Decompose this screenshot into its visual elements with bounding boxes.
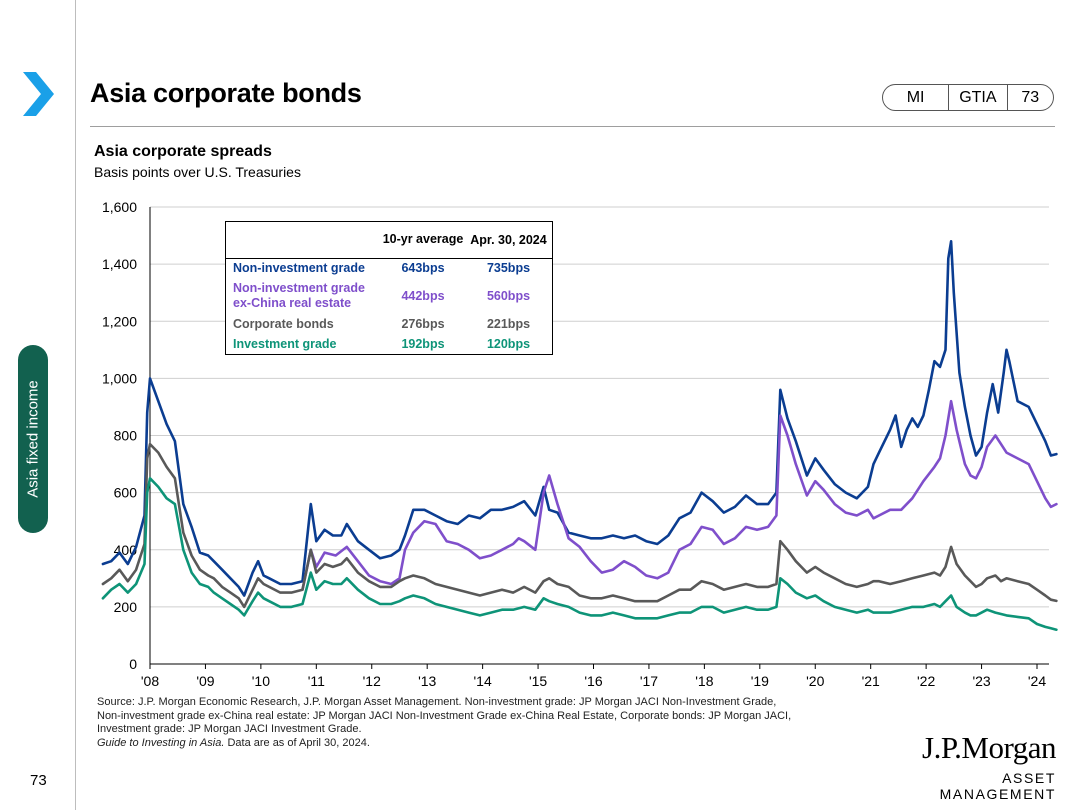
source-note: Source: J.P. Morgan Economic Research, J… — [97, 696, 897, 750]
y-tick-label: 1,400 — [102, 256, 137, 272]
left-divider — [75, 0, 76, 810]
nav-pill-mi[interactable]: MI — [883, 85, 950, 110]
y-tick-label: 600 — [114, 485, 138, 501]
legend-table: 10-yr average Apr. 30, 2024 Non-investme… — [225, 221, 553, 355]
page-number: 73 — [30, 772, 47, 789]
series-line-non-investment-grade — [101, 240, 1058, 597]
nav-pill-page[interactable]: 73 — [1021, 88, 1040, 106]
legend-row: Non-investment grade 643bps 735bps — [226, 258, 552, 278]
x-tick-label: '17 — [640, 673, 658, 689]
x-tick-label: '08 — [141, 673, 159, 689]
nav-pill-gtia[interactable]: GTIA — [949, 85, 1008, 110]
logo-name: J.P.Morgan — [922, 730, 1056, 765]
x-tick-label: '22 — [917, 673, 935, 689]
legend-name: Non-investment grade ex-China real estat… — [233, 281, 365, 310]
legend-avg: 276bps — [401, 317, 445, 331]
chevron-right-icon[interactable] — [20, 72, 54, 116]
legend-row: Corporate bonds 276bps 221bps — [226, 314, 552, 334]
chart-subtitle: Basis points over U.S. Treasuries — [94, 164, 301, 180]
source-guide-title: Guide to Investing in Asia. — [97, 736, 225, 749]
x-tick-label: '11 — [308, 673, 325, 689]
x-tick-label: '13 — [418, 673, 436, 689]
x-tick-label: '19 — [751, 673, 769, 689]
legend-header-avg: 10-yr average — [382, 232, 464, 247]
legend-row: Investment grade 192bps 120bps — [226, 334, 552, 354]
logo-tagline: ASSET MANAGEMENT — [939, 770, 1056, 802]
x-tick-label: '14 — [474, 673, 492, 689]
legend-row: Non-investment grade ex-China real estat… — [226, 278, 552, 314]
legend-avg: 192bps — [401, 337, 445, 351]
section-tab[interactable]: Asia fixed income — [18, 345, 48, 533]
source-line-1: Source: J.P. Morgan Economic Research, J… — [97, 696, 777, 708]
legend-name: Non-investment grade — [233, 260, 365, 275]
x-tick-label: '21 — [862, 673, 880, 689]
source-line-2: Non-investment grade ex-China real estat… — [97, 709, 792, 722]
x-tick-label: '18 — [695, 673, 713, 689]
legend-header-blank — [226, 222, 381, 258]
x-tick-label: '16 — [584, 673, 602, 689]
legend-name: Corporate bonds — [233, 316, 334, 331]
legend-avg: 643bps — [401, 261, 445, 276]
series-line-non-investment-grade-ex-china-real-estate — [301, 399, 1058, 591]
series-line-corporate-bonds — [101, 442, 1058, 609]
nav-pill-group: MI GTIA 73 — [882, 84, 1054, 111]
legend-latest: 735bps — [486, 261, 531, 276]
title-divider — [90, 126, 1055, 127]
y-tick-label: 1,200 — [102, 313, 137, 329]
y-tick-label: 200 — [114, 599, 138, 615]
y-tick-label: 800 — [114, 428, 138, 444]
x-tick-label: '20 — [806, 673, 824, 689]
series-line-investment-grade — [101, 477, 1058, 631]
jpmorgan-logo: J.P.Morgan ASSET MANAGEMENT — [906, 730, 1056, 802]
legend-name: Investment grade — [233, 336, 337, 351]
y-tick-label: 0 — [129, 656, 137, 672]
x-tick-label: '23 — [972, 673, 990, 689]
legend-header-latest: Apr. 30, 2024 — [470, 232, 547, 247]
x-tick-label: '24 — [1028, 673, 1046, 689]
x-tick-label: '10 — [252, 673, 270, 689]
chart-title: Asia corporate spreads — [94, 143, 272, 160]
legend-latest: 120bps — [486, 337, 531, 351]
x-tick-label: '12 — [363, 673, 381, 689]
source-line-3: Investment grade: JP Morgan JACI Investm… — [97, 723, 362, 736]
legend-avg: 442bps — [401, 289, 445, 303]
legend-latest: 221bps — [486, 317, 531, 331]
page-title: Asia corporate bonds — [90, 78, 362, 108]
legend-latest: 560bps — [486, 289, 531, 303]
y-tick-label: 1,000 — [102, 370, 137, 386]
x-tick-label: '09 — [196, 673, 214, 689]
y-tick-label: 1,600 — [102, 199, 137, 215]
x-tick-label: '15 — [529, 673, 547, 689]
source-date: Data are as of April 30, 2024. — [224, 736, 370, 749]
